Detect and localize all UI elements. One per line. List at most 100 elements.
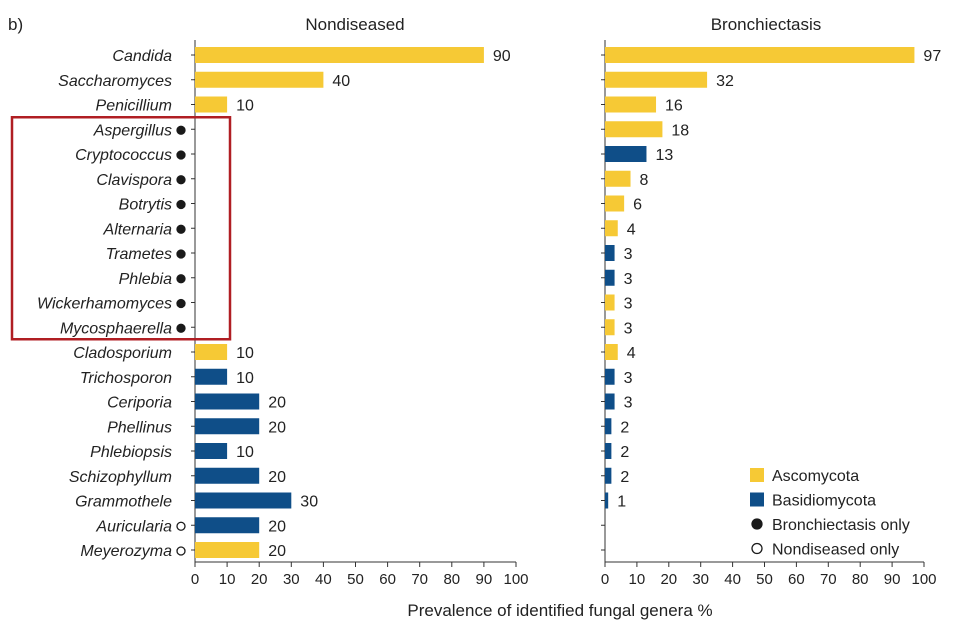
nondiseased-value-label: 20 bbox=[268, 543, 286, 560]
bronchiectasis-value-label: 3 bbox=[624, 246, 633, 263]
genus-label: Saccharomyces bbox=[58, 73, 172, 90]
bronchiectasis-bar-phlebiopsis bbox=[605, 443, 612, 459]
nondiseased-bar-candida bbox=[195, 47, 484, 63]
bronchiectasis-value-label: 3 bbox=[624, 370, 633, 387]
bronchiectasis-only-marker bbox=[176, 274, 186, 284]
bronchiectasis-bar-phlebia bbox=[605, 269, 615, 286]
bronchiectasis-x-tick-label: 40 bbox=[724, 571, 741, 588]
nondiseased-value-label: 30 bbox=[300, 494, 318, 511]
bronchiectasis-x-tick-label: 100 bbox=[911, 571, 936, 588]
legend-swatch-ascomycota bbox=[750, 468, 764, 482]
nondiseased-value-label: 40 bbox=[332, 73, 350, 90]
genus-label: Trichosporon bbox=[80, 370, 172, 387]
bronchiectasis-x-tick-label: 30 bbox=[692, 571, 709, 588]
x-axis-label: Prevalence of identified fungal genera % bbox=[407, 601, 712, 620]
bronchiectasis-only-marker bbox=[176, 298, 186, 309]
bronchiectasis-value-label: 4 bbox=[627, 221, 636, 238]
bronchiectasis-bar-wickerhamomyces bbox=[605, 294, 615, 311]
nondiseased-x-tick-label: 10 bbox=[219, 571, 236, 588]
legend-label: Basidiomycota bbox=[772, 493, 876, 510]
nondiseased-bar-meyerozyma bbox=[195, 542, 260, 558]
bronchiectasis-value-label: 8 bbox=[640, 172, 649, 189]
nondiseased-x-tick-label: 30 bbox=[283, 571, 300, 588]
nondiseased-x-tick-label: 80 bbox=[443, 571, 460, 588]
nondiseased-value-label: 20 bbox=[268, 469, 286, 486]
nondiseased-only-marker bbox=[176, 521, 186, 531]
bronchiectasis-value-label: 2 bbox=[620, 419, 629, 436]
bronchiectasis-value-label: 3 bbox=[624, 271, 633, 288]
nondiseased-value-label: 10 bbox=[236, 370, 254, 387]
bronchiectasis-value-label: 3 bbox=[624, 296, 633, 313]
nondiseased-value-label: 20 bbox=[268, 518, 286, 535]
bronchiectasis-bar-mycosphaerella bbox=[605, 319, 615, 336]
genus-label: Botrytis bbox=[119, 197, 172, 214]
bronchiectasis-panel-title: Bronchiectasis bbox=[711, 15, 822, 34]
nondiseased-x-tick-label: 60 bbox=[379, 571, 396, 588]
nondiseased-bar-phellinus bbox=[195, 418, 260, 435]
nondiseased-x-tick-label: 20 bbox=[251, 571, 268, 588]
bronchiectasis-value-label: 18 bbox=[671, 122, 689, 139]
bronchiectasis-value-label: 3 bbox=[624, 320, 633, 337]
legend: Ascomycota Basidiomycota Bronchiectasis on… bbox=[750, 468, 910, 559]
bronchiectasis-bar-trichosporon bbox=[605, 368, 615, 385]
bronchiectasis-bar-trametes bbox=[605, 245, 615, 261]
bronchiectasis-bar-botrytis bbox=[605, 195, 625, 212]
bronchiectasis-bar-aspergillus bbox=[605, 121, 663, 138]
nondiseased-x-tick-label: 70 bbox=[411, 571, 428, 588]
bronchiectasis-value-label: 4 bbox=[627, 345, 636, 362]
nondiseased-value-label: 20 bbox=[268, 395, 286, 412]
bronchiectasis-only-marker bbox=[176, 199, 186, 210]
nondiseased-only-marker bbox=[176, 546, 186, 556]
bronchiectasis-value-label: 2 bbox=[620, 444, 629, 461]
genus-label: Mycosphaerella bbox=[60, 320, 172, 337]
bronchiectasis-value-label: 13 bbox=[655, 147, 673, 164]
genus-label: Phlebiopsis bbox=[90, 444, 172, 461]
bronchiectasis-only-marker bbox=[176, 323, 186, 333]
bronchiectasis-x-tick-label: 60 bbox=[788, 571, 805, 588]
genus-label: Trametes bbox=[106, 246, 172, 263]
nondiseased-bar-schizophyllum bbox=[195, 467, 260, 484]
genus-label: Grammothele bbox=[75, 494, 172, 511]
genus-label: Auricularia bbox=[95, 518, 172, 535]
nondiseased-x-tick-label: 40 bbox=[315, 571, 332, 588]
bronchiectasis-only-marker bbox=[176, 150, 186, 160]
nondiseased-bar-cladosporium bbox=[195, 344, 228, 360]
bronchiectasis-x-tick-label: 80 bbox=[852, 571, 869, 588]
bronchiectasis-bar-schizophyllum bbox=[605, 467, 612, 484]
nondiseased-value-label: 10 bbox=[236, 345, 254, 362]
legend-bronchiectasis-only-marker bbox=[751, 518, 763, 530]
genus-label: Penicillium bbox=[96, 98, 172, 115]
nondiseased-bar-ceriporia bbox=[195, 393, 260, 410]
genus-label: Cryptococcus bbox=[75, 147, 172, 164]
bronchiectasis-bar-candida bbox=[605, 47, 915, 63]
bronchiectasis-bar-penicillium bbox=[605, 96, 657, 113]
bronchiectasis-bar-clavispora bbox=[605, 170, 631, 187]
bronchiectasis-x-tick-label: 20 bbox=[660, 571, 677, 588]
nondiseased-x-tick-label: 50 bbox=[347, 571, 364, 588]
legend-label: Nondiseased only bbox=[772, 542, 899, 559]
nondiseased-value-label: 90 bbox=[493, 48, 511, 65]
bronchiectasis-only-marker bbox=[176, 175, 186, 185]
nondiseased-x-tick-label: 100 bbox=[503, 571, 528, 588]
bronchiectasis-only-marker bbox=[176, 224, 186, 234]
chart-marks: 0 10 20 30 40 50 60 70 80 90 100 0 10 20 30 40 50 60 70 80 9… bbox=[10, 40, 941, 588]
genus-label: Ceriporia bbox=[107, 395, 172, 412]
nondiseased-bar-penicillium bbox=[195, 96, 228, 113]
nondiseased-bar-auricularia bbox=[195, 517, 260, 534]
bronchiectasis-x-tick-label: 90 bbox=[884, 571, 901, 588]
bronchiectasis-x-tick-label: 70 bbox=[820, 571, 837, 588]
genus-label: Wickerhamomyces bbox=[37, 296, 172, 313]
genus-label: Phellinus bbox=[107, 419, 172, 436]
bronchiectasis-x-tick-label: 0 bbox=[601, 571, 609, 588]
bronchiectasis-value-label: 2 bbox=[620, 469, 629, 486]
nondiseased-bar-grammothele bbox=[195, 492, 292, 509]
bronchiectasis-only-marker bbox=[176, 249, 186, 259]
legend-label: Ascomycota bbox=[772, 468, 859, 485]
nondiseased-x-tick-label: 90 bbox=[476, 571, 493, 588]
bronchiectasis-x-tick-label: 10 bbox=[629, 571, 646, 588]
bronchiectasis-bar-alternaria bbox=[605, 220, 618, 237]
nondiseased-bar-trichosporon bbox=[195, 368, 228, 385]
bronchiectasis-value-label: 97 bbox=[923, 48, 941, 65]
